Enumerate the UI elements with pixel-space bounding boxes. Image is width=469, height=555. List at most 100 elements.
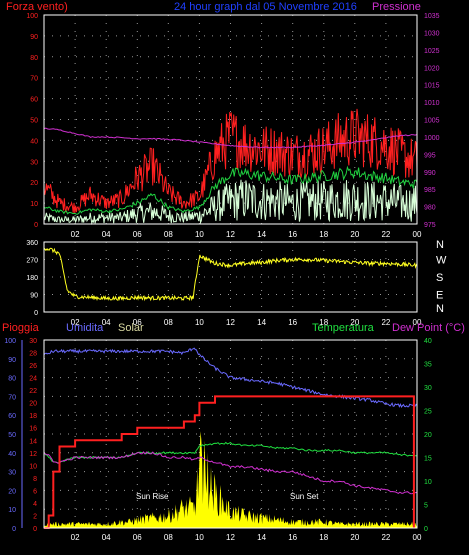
- hour-tick-label: 12: [226, 533, 235, 542]
- compass-label: N: [436, 303, 444, 315]
- pressure-tick-label: 985: [424, 187, 436, 194]
- temperature-tick-label: 20: [424, 432, 432, 439]
- wind-tick-label: 100: [26, 13, 38, 20]
- hour-tick-label: 10: [195, 318, 204, 327]
- humidity-tick-label: 16: [29, 426, 37, 433]
- hour-tick-label: 04: [102, 318, 111, 327]
- hour-tick-label: 14: [257, 230, 266, 239]
- direction-tick-label: 360: [26, 240, 38, 247]
- hour-tick-label: 10: [195, 533, 204, 542]
- temperature-axis-label: Temperatura: [312, 322, 375, 334]
- panel1-frame: [43, 14, 418, 225]
- hour-tick-label: 14: [257, 533, 266, 542]
- pressure-tick-label: 975: [424, 222, 436, 229]
- hour-tick-label: 08: [164, 230, 173, 239]
- rain-tick-label: 20: [8, 488, 16, 495]
- hour-tick-label: 04: [102, 533, 111, 542]
- hour-tick-label: 10: [195, 230, 204, 239]
- temperature-line: [43, 441, 417, 464]
- rain-tick-label: 30: [8, 470, 16, 477]
- panel3-frame: [43, 339, 418, 529]
- pressure-line: [43, 127, 418, 149]
- hour-tick-label: 06: [133, 318, 142, 327]
- temperature-tick-label: 15: [424, 456, 432, 463]
- wind-tick-label: 50: [30, 118, 38, 125]
- humidity-tick-label: 20: [29, 401, 37, 408]
- hour-tick-label: 06: [133, 533, 142, 542]
- wind-speed-line: [43, 108, 418, 214]
- rain-tick-label: 0: [12, 526, 16, 533]
- pressure-tick-label: 990: [424, 170, 436, 177]
- humidity-tick-label: 8: [33, 476, 37, 483]
- hour-tick-label: 14: [257, 318, 266, 327]
- direction-tick-label: 180: [26, 275, 38, 282]
- hour-tick-label: 02: [71, 318, 80, 327]
- hour-tick-label: 20: [350, 230, 359, 239]
- hour-tick-label: 00: [413, 533, 422, 542]
- wind-tick-label: 60: [30, 97, 38, 104]
- panel1-grid: [44, 15, 417, 224]
- rain-line: [44, 395, 415, 529]
- humidity-line: [43, 347, 418, 409]
- hour-tick-label: 02: [71, 533, 80, 542]
- dew-point-axis-label: Dew Point (°C): [392, 322, 465, 334]
- pressure-tick-label: 1010: [424, 100, 440, 107]
- humidity-tick-label: 22: [29, 388, 37, 395]
- wind-tick-label: 90: [30, 34, 38, 41]
- pressure-tick-label: 1005: [424, 118, 440, 125]
- pressure-axis-label: Pressione: [372, 1, 421, 13]
- pressure-tick-label: 1015: [424, 83, 440, 90]
- rain-tick-label: 70: [8, 394, 16, 401]
- compass-label: E: [436, 290, 443, 302]
- hour-tick-label: 08: [164, 318, 173, 327]
- rain-axis-label: Pioggia: [2, 322, 40, 334]
- hour-tick-label: 18: [319, 533, 328, 542]
- hour-tick-label: 04: [102, 230, 111, 239]
- temperature-tick-label: 40: [424, 338, 432, 345]
- humidity-tick-label: 28: [29, 351, 37, 358]
- temperature-tick-label: 10: [424, 479, 432, 486]
- solar-area: [44, 431, 417, 528]
- compass-label: S: [436, 272, 443, 284]
- humidity-tick-label: 6: [33, 488, 37, 495]
- wind-tick-label: 20: [30, 180, 38, 187]
- hour-tick-label: 16: [288, 533, 297, 542]
- panel2-frame: [43, 241, 418, 313]
- direction-tick-label: 270: [26, 258, 38, 265]
- wind-average-line: [43, 165, 418, 215]
- humidity-tick-label: 24: [29, 376, 37, 383]
- humidity-tick-label: 14: [29, 438, 37, 445]
- wind-tick-label: 10: [30, 201, 38, 208]
- rain-tick-label: 100: [4, 338, 16, 345]
- panel3-grid: [44, 340, 417, 528]
- hour-tick-label: 18: [319, 230, 328, 239]
- hour-tick-label: 08: [164, 533, 173, 542]
- hour-tick-label: 18: [319, 318, 328, 327]
- temperature-tick-label: 5: [424, 503, 428, 510]
- hour-tick-label: 16: [288, 230, 297, 239]
- wind-tick-label: 40: [30, 138, 38, 145]
- hour-tick-label: 00: [413, 318, 422, 327]
- temperature-tick-label: 0: [424, 526, 428, 533]
- pressure-tick-label: 1020: [424, 65, 440, 72]
- wind-min-line: [43, 179, 418, 226]
- pressure-tick-label: 1030: [424, 30, 440, 37]
- sunrise-annotation: Sun Rise: [136, 492, 169, 501]
- wind-tick-label: 70: [30, 76, 38, 83]
- direction-tick-label: 0: [34, 310, 38, 317]
- dew-point-line: [43, 451, 418, 495]
- hour-tick-label: 20: [350, 318, 359, 327]
- humidity-tick-label: 12: [29, 451, 37, 458]
- wind-direction-line: [43, 247, 418, 302]
- humidity-tick-label: 26: [29, 363, 37, 370]
- temperature-tick-label: 25: [424, 409, 432, 416]
- humidity-tick-label: 0: [33, 526, 37, 533]
- rain-tick-label: 80: [8, 376, 16, 383]
- rain-tick-label: 60: [8, 413, 16, 420]
- pressure-tick-label: 1035: [424, 13, 440, 20]
- humidity-tick-label: 4: [33, 501, 37, 508]
- humidity-tick-label: 10: [29, 463, 37, 470]
- humidity-tick-label: 18: [29, 413, 37, 420]
